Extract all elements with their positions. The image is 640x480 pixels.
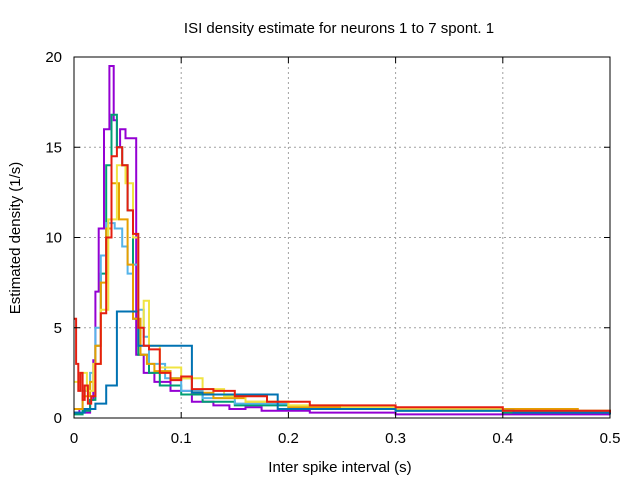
x-tick-label: 0.2 bbox=[278, 430, 299, 447]
grid bbox=[74, 57, 610, 418]
x-tick-label: 0.3 bbox=[385, 430, 406, 447]
series-layer bbox=[74, 65, 611, 416]
x-axis-label: Inter spike interval (s) bbox=[268, 459, 411, 476]
y-tick-label: 20 bbox=[45, 49, 62, 66]
y-tick-label: 5 bbox=[54, 320, 62, 337]
series-line-6 bbox=[74, 310, 611, 415]
y-tick-label: 10 bbox=[45, 230, 62, 247]
series-line-7 bbox=[74, 146, 611, 413]
x-tick-label: 0.4 bbox=[492, 430, 513, 447]
y-tick-label: 15 bbox=[45, 139, 62, 156]
ticks bbox=[73, 56, 611, 419]
series-line-1 bbox=[74, 65, 610, 416]
chart-title: ISI density estimate for neurons 1 to 7 … bbox=[184, 20, 494, 37]
tick-labels: 0 0.1 0.2 0.3 0.4 0.5 0 5 10 15 20 bbox=[45, 49, 620, 447]
x-tick-label: 0 bbox=[70, 430, 78, 447]
x-tick-label: 0.1 bbox=[171, 430, 192, 447]
x-tick-label: 0.5 bbox=[600, 430, 621, 447]
series-line-3 bbox=[74, 222, 611, 413]
y-axis-label: Estimated density (1/s) bbox=[7, 162, 24, 315]
y-tick-label: 0 bbox=[54, 410, 62, 427]
